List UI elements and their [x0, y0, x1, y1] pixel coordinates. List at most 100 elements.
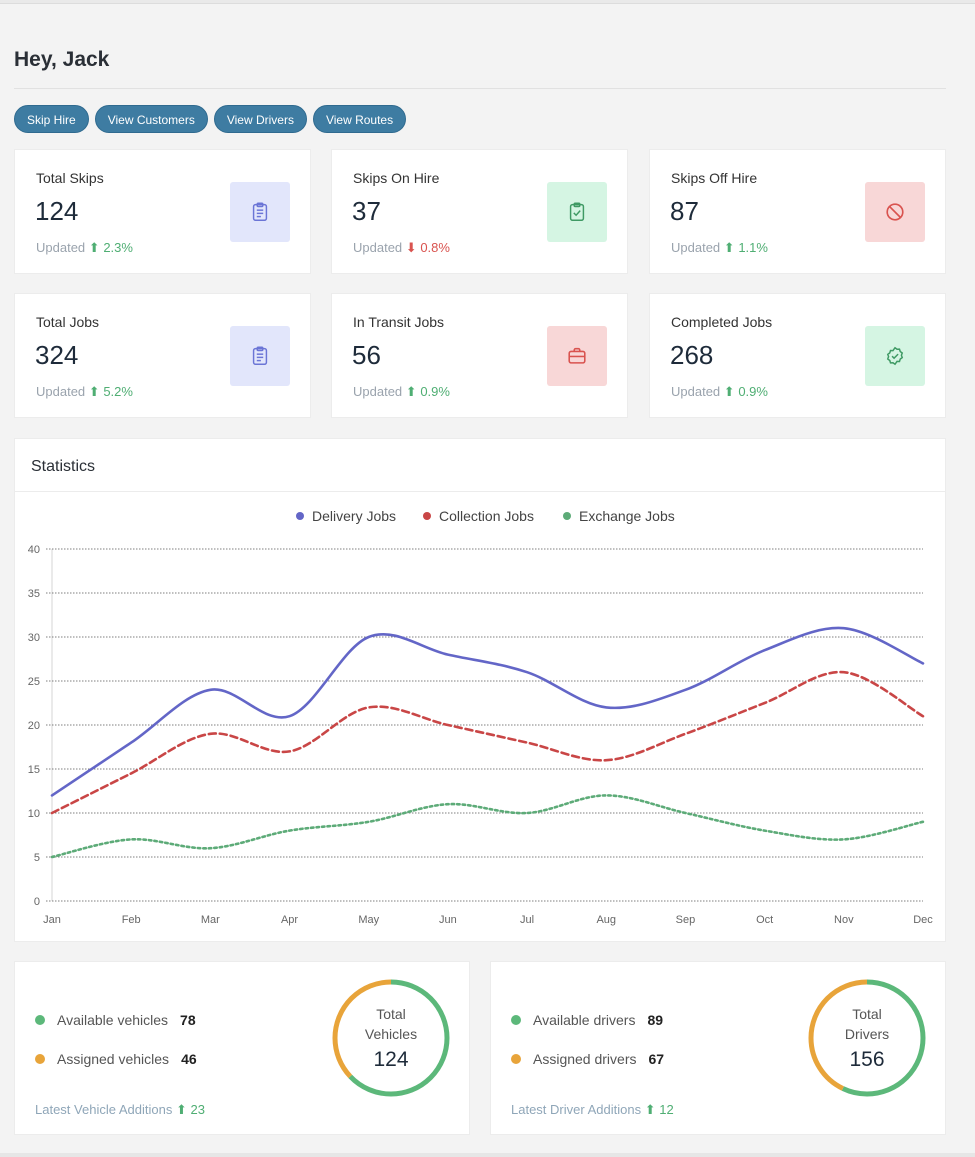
- view-drivers-button[interactable]: View Drivers: [213, 105, 307, 133]
- stat-change: 0.8%: [420, 240, 450, 255]
- x-tick-label: Jul: [520, 914, 534, 926]
- view-routes-button[interactable]: View Routes: [312, 105, 407, 133]
- available-vehicles-label: Available vehicles: [57, 1012, 169, 1028]
- legend-dot-3: [563, 512, 571, 520]
- x-tick-label: Apr: [281, 914, 298, 926]
- x-tick-label: Dec: [913, 914, 933, 926]
- legend-dot-1: [296, 512, 304, 520]
- latest-driver-label: Latest Driver Additions: [511, 1102, 642, 1117]
- skip-hire-button[interactable]: Skip Hire: [14, 105, 89, 133]
- stat-value: 268: [670, 340, 714, 370]
- greeting: Hey, Jack: [14, 48, 110, 71]
- x-tick-label: Feb: [122, 914, 141, 926]
- stat-label: Skips Off Hire: [671, 170, 758, 186]
- statistics-title: Statistics: [31, 458, 96, 475]
- trend-up-icon: ⬆: [644, 1102, 656, 1117]
- donut-label-line1: Total: [376, 1006, 406, 1022]
- legend-dot-2: [423, 512, 431, 520]
- trend-up-icon: ⬆: [723, 384, 735, 399]
- stat-value: 324: [35, 340, 79, 370]
- stat-change: 1.1%: [738, 240, 768, 255]
- donut-assigned-segment: [332, 979, 450, 1097]
- x-tick-label: Jan: [43, 914, 61, 926]
- series-line-3: [50, 794, 925, 859]
- drivers-card: Available drivers 89 Assigned drivers 67…: [490, 961, 946, 1135]
- available-dot-icon: [35, 1015, 45, 1025]
- x-tick-label: Oct: [756, 914, 773, 926]
- updated-label: Updated: [36, 384, 86, 399]
- series-line-2: [50, 670, 925, 815]
- latest-driver-additions: Latest Driver Additions ⬆ 12: [511, 1102, 674, 1118]
- stat-label: Skips On Hire: [353, 170, 440, 186]
- stat-footer: Updated ⬇ 0.8%: [353, 240, 450, 256]
- drivers-donut-center: Total Drivers 156: [805, 976, 929, 1100]
- stat-card-in-transit-jobs: In Transit Jobs 56 Updated ⬆ 0.9%: [331, 293, 628, 418]
- donut-assigned-segment: [808, 979, 926, 1097]
- check-badge-icon: [865, 326, 925, 386]
- trend-up-icon: ⬆: [175, 1102, 187, 1117]
- assigned-drivers-value: 67: [648, 1051, 665, 1067]
- stat-label: Completed Jobs: [671, 314, 773, 330]
- updated-label: Updated: [353, 384, 403, 399]
- stat-value: 87: [670, 196, 699, 226]
- available-dot-icon: [511, 1015, 521, 1025]
- assigned-drivers-row: Assigned drivers 67: [511, 1051, 664, 1067]
- total-vehicles-value: 124: [373, 1048, 409, 1071]
- updated-label: Updated: [36, 240, 86, 255]
- legend-label-3: Exchange Jobs: [579, 508, 675, 524]
- trend-up-icon: ⬆: [88, 240, 100, 255]
- top-bar: [0, 0, 975, 4]
- trend-up-icon: ⬆: [405, 384, 417, 399]
- donut-label-line1: Total: [852, 1006, 882, 1022]
- x-tick-label: Sep: [676, 914, 696, 926]
- trend-up-icon: ⬆: [88, 384, 100, 399]
- latest-driver-value: 12: [659, 1102, 674, 1117]
- stat-value: 37: [352, 196, 381, 226]
- assigned-vehicles-label: Assigned vehicles: [57, 1051, 170, 1067]
- clipboard-icon: [230, 326, 290, 386]
- x-tick-label: Mar: [201, 914, 220, 926]
- x-tick-label: Nov: [834, 914, 854, 926]
- latest-vehicle-label: Latest Vehicle Additions: [35, 1102, 173, 1117]
- stat-card-total-skips: Total Skips 124 Updated ⬆ 2.3%: [14, 149, 311, 274]
- assigned-vehicles-row: Assigned vehicles 46: [35, 1051, 197, 1067]
- ban-icon: [865, 182, 925, 242]
- stat-footer: Updated ⬆ 0.9%: [671, 384, 768, 400]
- briefcase-icon: [547, 326, 607, 386]
- vehicles-card: Available vehicles 78 Assigned vehicles …: [14, 961, 470, 1135]
- action-buttons: Skip Hire View Customers View Drivers Vi…: [14, 105, 407, 133]
- available-drivers-value: 89: [647, 1012, 664, 1028]
- legend-label-1: Delivery Jobs: [312, 508, 396, 524]
- available-vehicles-row: Available vehicles 78: [35, 1012, 196, 1028]
- y-tick-label: 25: [28, 676, 40, 688]
- available-vehicles-value: 78: [180, 1012, 196, 1028]
- stat-change: 0.9%: [738, 384, 768, 399]
- y-tick-label: 10: [28, 808, 40, 820]
- stat-label: Total Skips: [36, 170, 104, 186]
- stat-card-skips-on-hire: Skips On Hire 37 Updated ⬇ 0.8%: [331, 149, 628, 274]
- donut-label-line2: Drivers: [844, 1026, 890, 1042]
- assigned-drivers-label: Assigned drivers: [533, 1051, 637, 1067]
- vehicles-donut-center: Total Vehicles 124: [329, 976, 453, 1100]
- drivers-donut-chart: [808, 979, 926, 1097]
- x-tick-label: May: [358, 914, 379, 926]
- donut-label-line2: Vehicles: [364, 1026, 418, 1042]
- stat-value: 56: [352, 340, 381, 370]
- view-customers-button[interactable]: View Customers: [94, 105, 208, 133]
- y-tick-label: 35: [28, 588, 40, 600]
- latest-vehicle-value: 23: [190, 1102, 205, 1117]
- latest-vehicle-additions: Latest Vehicle Additions ⬆ 23: [35, 1102, 205, 1118]
- divider: [15, 491, 945, 492]
- stat-change: 0.9%: [420, 384, 450, 399]
- y-tick-label: 40: [28, 544, 40, 556]
- y-tick-label: 20: [28, 720, 40, 732]
- stat-footer: Updated ⬆ 1.1%: [671, 240, 768, 256]
- assigned-dot-icon: [35, 1054, 45, 1064]
- divider: [14, 88, 946, 89]
- stat-value: 124: [35, 196, 79, 226]
- trend-up-icon: ⬆: [723, 240, 735, 255]
- updated-label: Updated: [671, 240, 721, 255]
- stat-card-completed-jobs: Completed Jobs 268 Updated ⬆ 0.9%: [649, 293, 946, 418]
- stat-footer: Updated ⬆ 0.9%: [353, 384, 450, 400]
- stat-label: Total Jobs: [36, 314, 100, 330]
